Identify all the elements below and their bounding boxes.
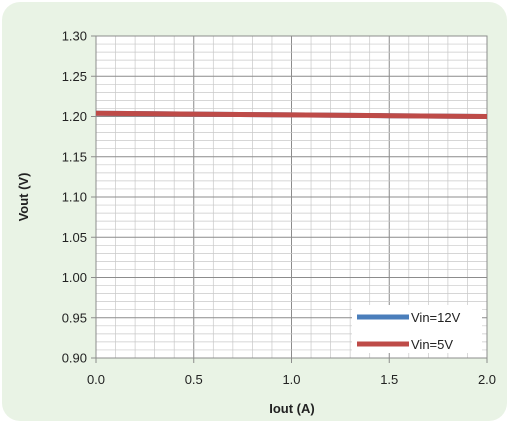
x-tick-label: 0.0 bbox=[87, 372, 105, 387]
x-axis-label: Iout (A) bbox=[269, 401, 314, 416]
grid bbox=[95, 35, 488, 359]
y-axis-label: Vout (V) bbox=[16, 173, 31, 222]
series-lines bbox=[95, 110, 488, 119]
series-line-1 bbox=[95, 110, 488, 119]
y-tick-label: 1.15 bbox=[62, 149, 87, 164]
y-tick-label: 1.20 bbox=[62, 109, 87, 124]
legend-label-1: Vin=5V bbox=[411, 337, 453, 352]
y-tick-label: 1.05 bbox=[62, 230, 87, 245]
x-tick-label: 1.0 bbox=[282, 372, 300, 387]
x-tick-label: 1.5 bbox=[380, 372, 398, 387]
y-axis-ticks: 0.90 0.95 1.00 1.05 1.10 1.15 1.20 1.25 1.30 bbox=[62, 29, 96, 366]
legend: Vin=12V Vin=5V bbox=[352, 305, 482, 353]
y-tick-label: 1.30 bbox=[62, 29, 87, 44]
x-tick-label: 0.5 bbox=[185, 372, 203, 387]
x-axis-ticks: 0.0 0.5 1.0 1.5 2.0 bbox=[87, 358, 496, 387]
y-tick-label: 0.95 bbox=[62, 310, 87, 325]
y-tick-label: 1.25 bbox=[62, 69, 87, 84]
y-tick-label: 0.90 bbox=[62, 351, 87, 366]
x-tick-label: 2.0 bbox=[478, 372, 496, 387]
legend-label-0: Vin=12V bbox=[411, 310, 461, 325]
y-tick-label: 1.10 bbox=[62, 190, 87, 205]
y-tick-label: 1.00 bbox=[62, 270, 87, 285]
